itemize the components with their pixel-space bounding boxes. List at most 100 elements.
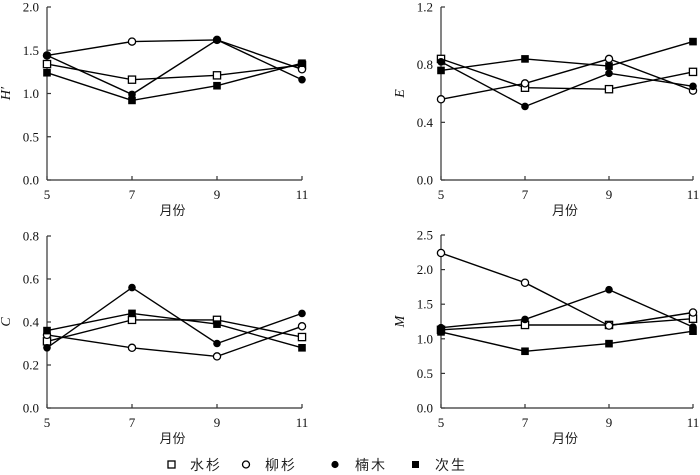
data-point-open-circle <box>604 54 614 64</box>
data-point-filled-square <box>521 347 529 356</box>
data-point-open-circle <box>604 321 614 330</box>
y-tick-label: 0.5 <box>417 366 433 381</box>
series-line-3 <box>440 61 694 108</box>
y-tick-label: 0.5 <box>23 129 39 144</box>
filled-circle-marker-icon <box>331 460 339 469</box>
x-tick-label: 5 <box>438 187 445 202</box>
series-line-3 <box>440 288 694 329</box>
data-point-open-square <box>604 84 614 94</box>
series-line-2 <box>46 325 303 358</box>
y-tick-label: 0.2 <box>23 358 39 373</box>
data-point-filled-circle <box>128 90 136 99</box>
series-line-3 <box>46 286 303 349</box>
data-point-filled-square <box>689 327 697 335</box>
open-circle-marker-icon <box>241 460 251 469</box>
data-point-open-circle <box>127 37 137 46</box>
y-tick-label: 1.2 <box>417 0 433 15</box>
y-tick-label: 1.5 <box>23 43 39 58</box>
data-point-open-square <box>42 59 52 69</box>
x-tick-label: 7 <box>522 415 529 430</box>
y-tick-label: 0.0 <box>417 401 433 416</box>
data-point-open-square <box>297 332 307 342</box>
data-point-open-square <box>127 315 137 325</box>
series-line-4 <box>46 62 303 102</box>
data-point-filled-square <box>213 81 221 90</box>
data-point-filled-circle <box>213 36 221 44</box>
data-point-filled-circle <box>605 285 613 294</box>
x-tick-label: 5 <box>438 415 445 430</box>
y-tick-label: 0.8 <box>23 229 39 244</box>
data-point-filled-square <box>298 344 306 352</box>
series-line-4 <box>440 330 694 353</box>
x-tick-label: 7 <box>129 187 136 202</box>
data-point-filled-circle <box>298 75 306 84</box>
y-tick-label: 1.0 <box>23 86 39 101</box>
panel-H: 0.0 0.5 1.0 1.5 2.0 5 7 9 11 月份 H′ <box>0 0 308 219</box>
x-axis-title: 月份 <box>159 432 185 447</box>
data-point-open-square <box>688 67 698 77</box>
y-tick-label: 0.0 <box>417 173 433 188</box>
legend-item-cisheng: 次生 <box>412 458 467 474</box>
filled-square-marker-icon <box>412 461 419 468</box>
data-point-filled-square <box>128 309 136 318</box>
data-point-open-square <box>127 75 137 84</box>
open-square-marker-icon <box>167 460 176 469</box>
x-tick-label: 9 <box>606 187 613 202</box>
data-point-filled-circle <box>128 283 136 292</box>
legend-label: 水杉 <box>190 458 222 474</box>
legend-label: 次生 <box>435 458 467 474</box>
y-tick-label: 1.5 <box>417 297 433 312</box>
data-point-filled-circle <box>689 82 697 91</box>
x-tick-label: 9 <box>606 415 613 430</box>
series-line-4 <box>440 40 694 72</box>
data-point-filled-square <box>521 55 529 63</box>
y-axis-title: H′ <box>0 86 14 101</box>
data-point-filled-circle <box>213 339 221 348</box>
data-point-filled-square <box>43 68 51 77</box>
series-line-2 <box>46 39 303 70</box>
x-tick-label: 5 <box>44 187 51 202</box>
panel-E: 0.0 0.4 0.8 1.2 5 7 9 11 月份 E <box>393 0 699 219</box>
data-point-open-circle <box>520 79 530 88</box>
y-tick-label: 0.8 <box>417 57 433 72</box>
y-tick-label: 2.5 <box>417 228 433 243</box>
series-line-3 <box>46 39 303 96</box>
legend: 水杉 柳杉 楠木 次生 <box>167 457 467 474</box>
y-axis-title: E <box>393 89 408 99</box>
panel-C: 0.0 0.2 0.4 0.6 0.8 5 7 9 11 月份 C <box>0 229 308 448</box>
y-tick-label: 2.0 <box>23 0 39 15</box>
x-tick-label: 9 <box>214 187 221 202</box>
data-point-filled-circle <box>521 315 529 324</box>
legend-item-liushan: 柳杉 <box>241 457 297 474</box>
y-tick-label: 0.0 <box>23 401 39 416</box>
data-point-filled-circle <box>43 51 51 60</box>
x-tick-label: 11 <box>687 415 700 430</box>
y-tick-label: 0.4 <box>23 315 40 330</box>
x-tick-label: 11 <box>296 415 309 430</box>
data-point-filled-square <box>689 37 697 46</box>
data-point-open-circle <box>436 95 446 104</box>
data-point-filled-circle <box>437 57 445 66</box>
panel-M: 0.0 0.5 1.0 1.5 2.0 2.5 5 7 9 11 月份 M <box>393 228 699 448</box>
legend-label: 柳杉 <box>265 457 297 474</box>
y-tick-label: 0.6 <box>23 272 40 287</box>
legend-item-shuishan: 水杉 <box>167 458 222 474</box>
x-tick-label: 7 <box>522 187 529 202</box>
legend-item-nanmu: 楠木 <box>331 458 385 474</box>
y-tick-label: 0.4 <box>417 115 434 130</box>
series-line-2 <box>440 58 694 100</box>
data-point-filled-square <box>605 339 613 348</box>
data-point-open-circle <box>212 352 222 361</box>
data-point-open-circle <box>520 278 530 287</box>
x-tick-label: 11 <box>296 187 309 202</box>
data-point-filled-square <box>43 326 51 335</box>
y-tick-label: 2.0 <box>417 262 433 277</box>
data-point-open-circle <box>127 343 137 353</box>
data-point-open-circle <box>297 322 307 331</box>
data-point-open-circle <box>688 308 698 317</box>
data-point-filled-circle <box>43 344 51 352</box>
data-point-filled-square <box>128 96 136 105</box>
data-point-filled-square <box>298 59 306 68</box>
data-point-open-circle <box>436 248 446 258</box>
